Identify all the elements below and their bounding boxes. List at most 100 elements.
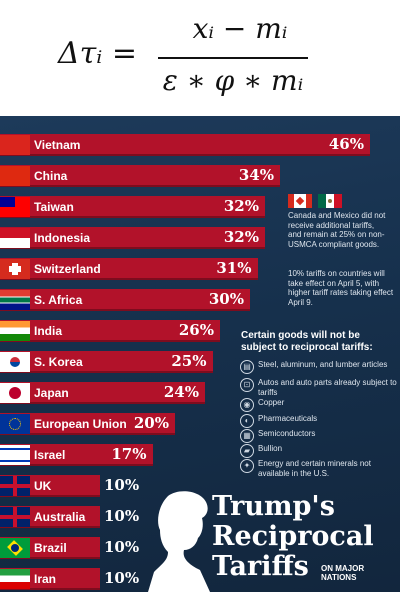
bar-category-label: S. Africa [34, 293, 83, 307]
bar-value-label: 20% [133, 414, 169, 432]
bar-category-label: Japan [34, 386, 69, 400]
bar-row: Indonesia 32% [0, 227, 265, 249]
bar-row: Australia 10% [0, 506, 139, 528]
timing-note: 10% tariffs on countries will take effec… [288, 269, 394, 307]
bar-category-label: Indonesia [34, 231, 91, 245]
bar-value-label: 24% [163, 383, 199, 401]
bar [0, 444, 153, 466]
taiwan-flag-icon [0, 197, 30, 217]
bar-row: S. Africa 30% [0, 289, 250, 311]
bar [0, 134, 370, 156]
bar-category-label: European Union [34, 417, 127, 431]
bar-value-label: 34% [238, 166, 274, 184]
exempt-goods-title: Certain goods will not be subject to rec… [241, 330, 373, 353]
bar-value-label: 25% [171, 352, 207, 370]
bar [0, 227, 265, 249]
bar [0, 413, 175, 435]
bar-row: S. Korea 25% [0, 351, 213, 373]
exempt-good-label: Bullion [258, 444, 283, 453]
mexico-flag-icon [318, 194, 342, 208]
formula-denominator: ε ∗ φ ∗ mᵢ [162, 64, 304, 97]
car-icon: ⊡ [240, 378, 254, 392]
south-korea-flag-icon [0, 352, 30, 372]
bar-value-label: 10% [104, 476, 140, 494]
canada-mexico-note: Canada and Mexico did not receive additi… [288, 211, 386, 249]
bar-row: Japan 24% [0, 382, 205, 404]
exempt-good-label: Energy and certain minerals not availabl… [258, 459, 371, 478]
bar-value-label: 30% [208, 290, 244, 308]
chart-title: Trump's Reciprocal Tariffs [212, 491, 374, 582]
bar-category-label: Australia [34, 510, 86, 524]
bar-row: India 26% [0, 320, 220, 342]
bar-category-label: India [34, 324, 63, 338]
bar [0, 320, 220, 342]
bar-value-label: 46% [328, 135, 364, 153]
bar-value-label: 32% [223, 228, 259, 246]
bar-value-label: 32% [223, 197, 259, 215]
israel-flag-icon [0, 445, 30, 465]
canada-flag-icon [288, 194, 312, 208]
bullion-icon: ▰ [240, 444, 254, 458]
chip-icon: ▦ [240, 429, 254, 443]
bar-row: European Union 20% [0, 413, 175, 435]
exempt-good-label: Pharmaceuticals [258, 414, 318, 423]
india-flag-icon [0, 321, 30, 341]
steel-icon: ▤ [240, 360, 254, 374]
china-flag-icon [0, 166, 30, 186]
bar-category-label: Brazil [34, 541, 67, 555]
bar-category-label: Israel [34, 448, 66, 462]
bar [0, 289, 250, 311]
iran-flag-icon [0, 569, 30, 589]
tariff-chart: Vietnam 46% China 34% Taiwan 32% Indonesia 32% S… [0, 116, 400, 592]
exempt-good-label: Copper [258, 398, 285, 407]
bar-row: China 34% [0, 165, 280, 187]
bar-category-label: Iran [34, 572, 57, 586]
bar-category-label: Taiwan [34, 200, 74, 214]
bar [0, 196, 265, 218]
bar-value-label: 10% [104, 569, 140, 587]
bar-value-label: 10% [104, 538, 140, 556]
bar [0, 165, 280, 187]
chart-subtitle: ON MAJOR NATIONS [321, 564, 365, 582]
bar-row: Taiwan 32% [0, 196, 265, 218]
bar-value-label: 26% [178, 321, 214, 339]
copper-icon: ◉ [240, 398, 254, 412]
bar [0, 258, 258, 280]
bar-value-label: 17% [111, 445, 147, 463]
energy-icon: ✦ [240, 459, 254, 473]
indonesia-flag-icon [0, 228, 30, 248]
bar-category-label: Vietnam [34, 138, 81, 152]
formula-lhs: Δτᵢ = [58, 36, 137, 71]
bar-category-label: UK [34, 479, 52, 493]
uk-flag-icon [0, 476, 30, 496]
bar-value-label: 10% [104, 507, 140, 525]
brazil-flag-icon [0, 538, 30, 558]
formula-panel: Δτᵢ = xᵢ − mᵢ ε ∗ φ ∗ mᵢ [0, 0, 400, 116]
trump-silhouette-icon [148, 491, 210, 592]
bar-row: UK 10% [0, 475, 139, 497]
eu-flag-icon [0, 414, 30, 434]
bar-row: Iran 10% [0, 568, 139, 590]
formula-fraction-bar [158, 57, 308, 59]
bar-value-label: 31% [216, 259, 252, 277]
bar-row: Israel 17% [0, 444, 153, 466]
bar-category-label: China [34, 169, 68, 183]
exempt-good-label: Steel, aluminum, and lumber articles [258, 360, 388, 369]
pill-icon: ◐ [240, 414, 254, 428]
south-africa-flag-icon [0, 290, 30, 310]
exempt-good-label: Autos and auto parts already subject to … [258, 378, 397, 397]
bar [0, 351, 213, 373]
japan-flag-icon [0, 383, 30, 403]
canada-mexico-flags [288, 194, 344, 208]
bar-row: Switzerland 31% [0, 258, 258, 280]
bar-row: Brazil 10% [0, 537, 139, 559]
australia-flag-icon [0, 507, 30, 527]
bar-category-label: S. Korea [34, 355, 83, 369]
bar-category-label: Switzerland [34, 262, 101, 276]
formula-numerator: xᵢ − mᵢ [192, 12, 288, 45]
vietnam-flag-icon [0, 135, 30, 155]
exempt-good-label: Semiconductors [258, 429, 316, 438]
bar [0, 382, 205, 404]
switzerland-flag-icon [0, 259, 30, 279]
bar-row: Vietnam 46% [0, 134, 370, 156]
